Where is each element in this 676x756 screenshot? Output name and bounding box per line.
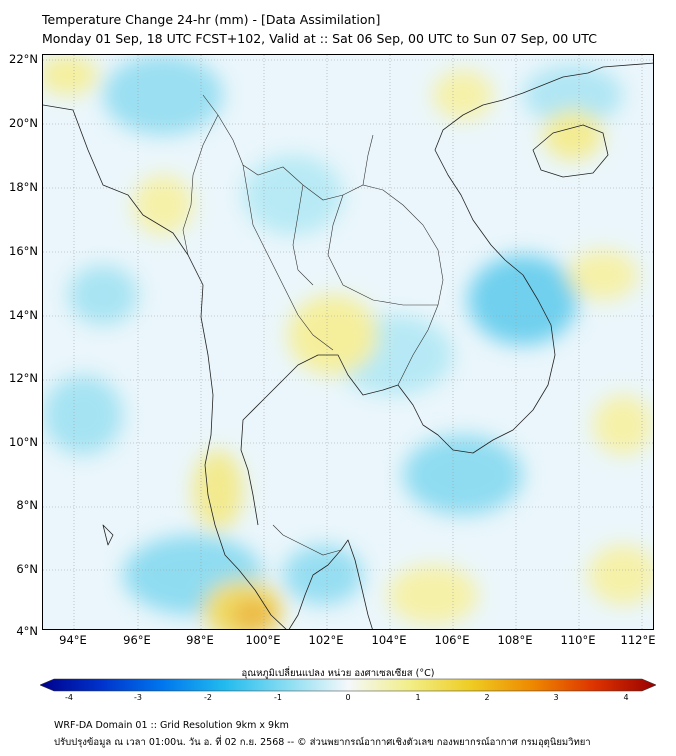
colorbar-tick: -1 (274, 693, 282, 702)
lon-label-112e: 112°E (620, 633, 656, 647)
lon-label-94e: 94°E (59, 633, 87, 647)
lat-label-14n: 14°N (9, 308, 38, 322)
lat-label-4n: 4°N (16, 624, 38, 638)
lon-label-104e: 104°E (371, 633, 407, 647)
colorbar-bar (40, 678, 656, 692)
colorbar-tick: -4 (65, 693, 73, 702)
footer-model-info: WRF-DA Domain 01 :: Grid Resolution 9km … (54, 720, 289, 731)
lon-label-110e: 110°E (560, 633, 596, 647)
colorbar-tick: 0 (345, 693, 351, 702)
map-title: Temperature Change 24-hr (mm) - [Data As… (42, 12, 381, 27)
colorbar-tick: -3 (134, 693, 142, 702)
colorbar-tick: 4 (623, 693, 629, 702)
lon-label-102e: 102°E (308, 633, 344, 647)
colorbar-tick: 3 (553, 693, 559, 702)
temperature-change-map (42, 54, 654, 630)
lon-label-98e: 98°E (186, 633, 214, 647)
colorbar-tick: 1 (415, 693, 421, 702)
lon-label-106e: 106°E (434, 633, 470, 647)
colorbar-tick: -2 (204, 693, 212, 702)
lat-label-20n: 20°N (9, 116, 38, 130)
lat-label-22n: 22°N (9, 52, 38, 66)
borders (182, 94, 444, 556)
map-canvas (43, 55, 653, 629)
lat-label-18n: 18°N (9, 180, 38, 194)
footer-credit: ปรับปรุงข้อมูล ณ เวลา 01:00น. วัน อ. ที่… (54, 737, 591, 748)
lon-label-96e: 96°E (123, 633, 151, 647)
colorbar-title: อุณหภูมิเปลี่ยนแปลง หน่วย องศาเซลเซียส (… (241, 668, 435, 679)
colorbar-tick: 2 (484, 693, 490, 702)
lat-label-12n: 12°N (9, 371, 38, 385)
colorbar (40, 678, 656, 692)
lat-label-8n: 8°N (16, 498, 38, 512)
field-blobs (43, 55, 653, 629)
lat-label-16n: 16°N (9, 244, 38, 258)
lat-label-10n: 10°N (9, 435, 38, 449)
lat-label-6n: 6°N (16, 562, 38, 576)
map-subtitle: Monday 01 Sep, 18 UTC FCST+102, Valid at… (42, 31, 597, 46)
lon-label-100e: 100°E (245, 633, 281, 647)
lon-label-108e: 108°E (497, 633, 533, 647)
